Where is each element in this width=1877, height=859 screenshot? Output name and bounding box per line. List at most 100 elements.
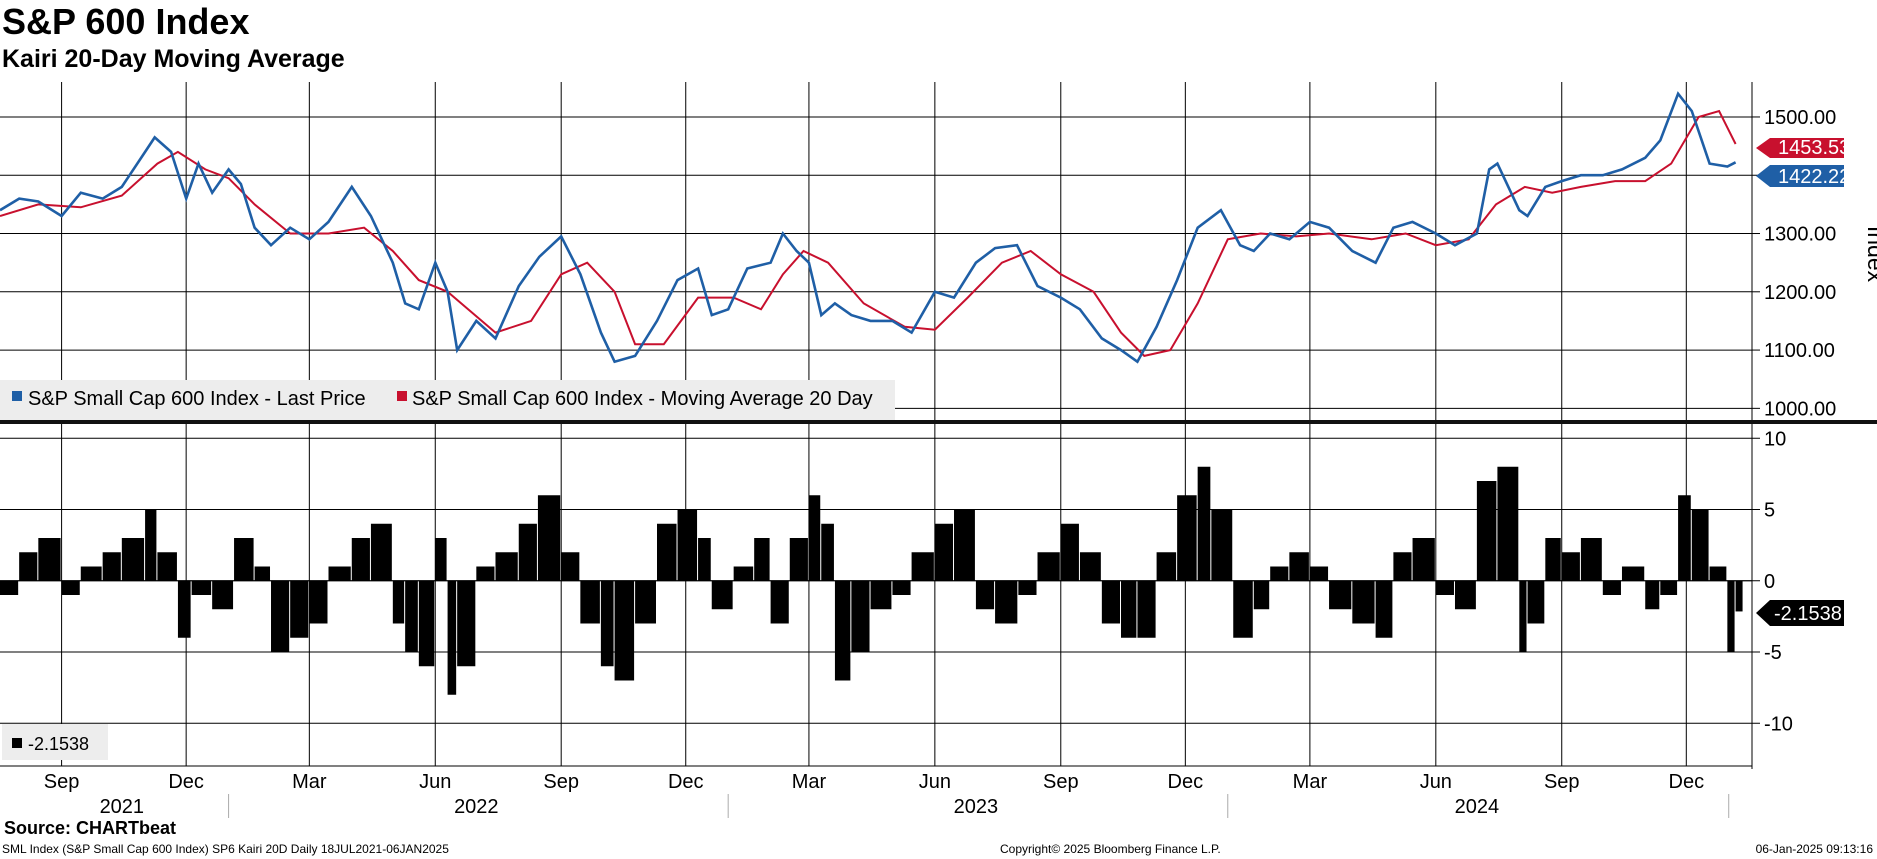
kairi-bar (1561, 552, 1580, 581)
panel-divider (0, 420, 1877, 424)
kairi-bar (1545, 538, 1561, 581)
kairi-bars (0, 466, 1752, 695)
x-tick-year: 2023 (954, 796, 999, 818)
kairi-bar (61, 580, 80, 595)
x-tick-month: Sep (44, 771, 80, 793)
kairi-bar (711, 580, 733, 610)
price-tick-label: 1000.00 (1764, 398, 1836, 420)
legend-swatch-kairi (12, 738, 22, 748)
kairi-bar (870, 580, 892, 610)
kairi-bar (770, 580, 789, 624)
x-tick-year: 2021 (100, 796, 145, 818)
kairi-bar (370, 523, 392, 581)
kairi-bar (1527, 580, 1545, 624)
kairi-bar (1289, 552, 1309, 581)
kairi-bar (328, 566, 351, 581)
kairi-bar (309, 580, 328, 624)
kairi-tick-label: -5 (1764, 642, 1782, 664)
kairi-bar (851, 580, 870, 652)
kairi-bar (1233, 580, 1253, 638)
kairi-bar (1197, 466, 1211, 581)
x-tick-month: Jun (919, 771, 951, 793)
ma-last-value-tag (1756, 138, 1844, 158)
chart-subtitle: Kairi 20-Day Moving Average (2, 45, 345, 73)
x-tick-month: Sep (1544, 771, 1580, 793)
kairi-bar (954, 509, 975, 581)
kairi-bar (476, 566, 495, 581)
kairi-bar (754, 538, 770, 581)
kairi-bar (789, 538, 808, 581)
price-tick-label: 1100.00 (1764, 340, 1835, 362)
kairi-last-value: -2.1538 (1774, 603, 1842, 625)
kairi-tick-label: 5 (1764, 500, 1775, 522)
price-tick-label: 1200.00 (1764, 282, 1836, 304)
x-tick-month: Dec (668, 771, 704, 793)
kairi-bar (80, 566, 102, 581)
kairi-bar (1309, 566, 1329, 581)
kairi-bar (733, 566, 754, 581)
x-tick-month: Sep (543, 771, 579, 793)
kairi-bar (1691, 509, 1709, 581)
kairi-bar (1519, 580, 1527, 652)
kairi-bar (1352, 580, 1375, 624)
kairi-bar (518, 523, 537, 581)
kairi-bar (1476, 481, 1497, 581)
x-tick-month: Mar (792, 771, 827, 793)
kairi-bar (212, 580, 234, 610)
kairi-bar (1709, 566, 1727, 581)
kairi-bar (234, 538, 254, 581)
price-tick-label: 1300.00 (1764, 224, 1836, 246)
kairi-bar (177, 580, 191, 638)
kairi-bar (290, 580, 309, 638)
footer-copyright: Copyright© 2025 Bloomberg Finance L.P. (1000, 842, 1221, 856)
x-tick-year: 2024 (1455, 796, 1500, 818)
kairi-bar (121, 538, 145, 581)
kairi-bar (1412, 538, 1435, 581)
x-tick-month: Dec (1669, 771, 1705, 793)
kairi-bar (254, 566, 271, 581)
kairi-bar (1253, 580, 1270, 610)
kairi-bar (561, 552, 580, 581)
kairi-bar (911, 552, 934, 581)
kairi-bar (1211, 509, 1233, 581)
kairi-last-value-tag (1756, 600, 1844, 626)
footer-ticker: SML Index (S&P Small Cap 600 Index) SP6 … (2, 842, 449, 856)
chart-title: S&P 600 Index (2, 1, 250, 42)
kairi-bar (435, 538, 447, 581)
price-last-value-tag (1756, 165, 1844, 187)
last-price-line (0, 91, 1737, 364)
legend-swatch-ma (397, 391, 407, 401)
kairi-bar (614, 580, 635, 681)
kairi-bar (1393, 552, 1412, 581)
kairi-bar (975, 580, 995, 610)
price-tick-label: 1500.00 (1764, 107, 1836, 129)
kairi-bar (1678, 495, 1691, 581)
kairi-bar (537, 495, 561, 581)
kairi-bar (1018, 580, 1037, 595)
kairi-bar (1735, 580, 1743, 612)
price-y-axis-label: Index (1863, 226, 1877, 283)
kairi-bar (1497, 466, 1519, 581)
kairi-bar (1454, 580, 1476, 610)
x-tick-month: Dec (1168, 771, 1204, 793)
chart-grid (0, 82, 1753, 769)
kairi-bar (1121, 580, 1137, 638)
kairi-bar (995, 580, 1018, 624)
legend-label-kairi: -2.1538 (28, 734, 89, 754)
kairi-bar (677, 509, 698, 581)
source-note: Source: CHARTbeat (4, 818, 177, 838)
x-tick-month: Jun (419, 771, 451, 793)
kairi-bar (1329, 580, 1352, 610)
kairi-bar (418, 580, 435, 667)
price-last-value: 1422.22 (1778, 166, 1850, 188)
kairi-bar (271, 580, 290, 652)
kairi-bar (1270, 566, 1289, 581)
kairi-bar (1435, 580, 1454, 595)
kairi-bar (1156, 552, 1177, 581)
kairi-bar (808, 495, 821, 581)
kairi-bar (1660, 580, 1678, 595)
kairi-bar (102, 552, 121, 581)
price-panel: 1000.001100.001200.001300.001400.001500.… (0, 91, 1877, 420)
x-tick-month: Sep (1043, 771, 1079, 793)
